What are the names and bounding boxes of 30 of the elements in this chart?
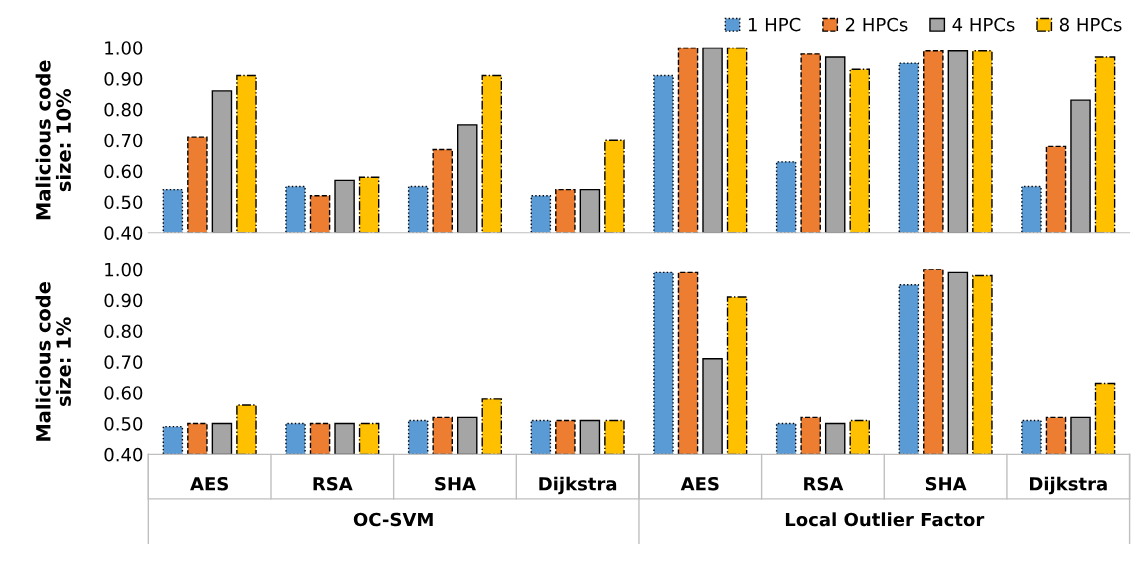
y-tick-label: 0.80 [104,102,143,117]
x-tick-label: RSA [313,476,353,491]
x-tick-label: AES [680,476,719,491]
x-tick-label: Dijkstra [539,476,617,495]
legend-label: 2 HPCs [845,17,908,32]
x-tick-label: AES [190,476,228,491]
legend-label: 1 HPC [748,17,801,32]
y-tick-label: 0.50 [104,195,143,210]
x-tick-label: SHA [925,476,967,491]
x-tick-label: RSA [804,476,844,491]
y-tick-label: 0.50 [104,417,143,431]
y-tick-label: 0.60 [104,164,143,179]
y-tick-label: 1.00 [105,41,143,55]
y-tick-label: 0.40 [104,447,143,462]
y-tick-label: 0.40 [104,226,143,240]
y-tick-label: 0.80 [104,324,143,339]
legend-label: 8 HPCs [1059,17,1122,32]
y-tick-label: 0.60 [104,386,143,400]
text: Local Outlier Factor [785,512,985,527]
legend-label: 4 HPCs [952,17,1015,32]
text: OC-SVM [353,512,433,527]
y-tick-label: 0.70 [104,133,143,148]
y-tick-label: 0.90 [104,72,143,86]
y-tick-label: 0.70 [104,355,143,369]
y-axis-title: Malicious code size: 1% [35,282,71,441]
y-tick-label: 0.90 [104,293,143,308]
y-tick-label: 1.00 [105,262,143,277]
x-tick-label: Dijkstra [1030,476,1107,495]
y-axis-title: Malicious code size: 10% [35,60,71,220]
x-tick-label: SHA [435,476,476,491]
